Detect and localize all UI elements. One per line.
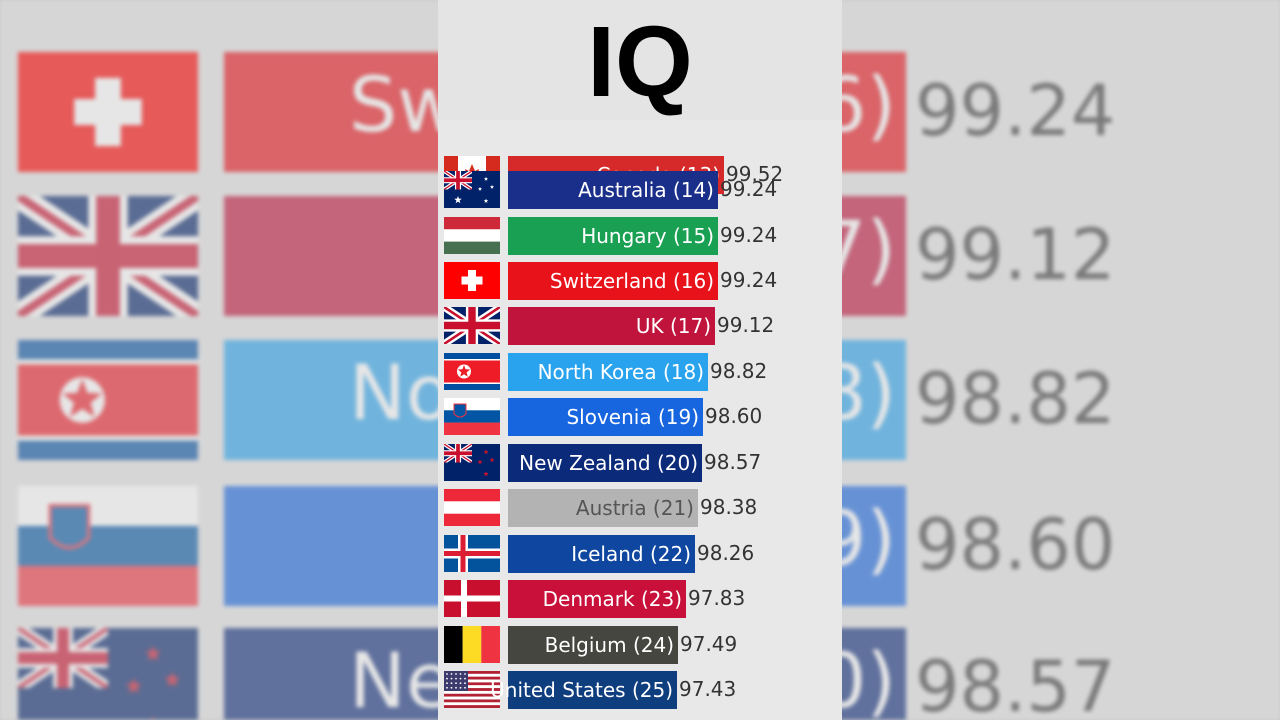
value-label: 98.60 [705,404,763,428]
bar: New Zealand (20) [508,444,702,482]
slovenia-flag-icon [444,398,500,435]
bar: United States (25) [490,671,677,709]
bar: Switzerland (16) [508,262,718,300]
bar-label: United States (25) [490,678,673,702]
bar-row: United States (25) 97.43 [438,669,842,709]
value-label: 99.52 [726,162,784,186]
value-label: 99.24 [720,223,778,247]
bar-label: UK (17) [635,314,711,338]
usa-flag-icon [444,671,500,708]
bar-row: Denmark (23) 97.83 [438,578,842,618]
bar: Denmark (23) [508,580,686,618]
value-label: 98.57 [704,450,762,474]
switzerland-flag-icon [444,262,500,299]
austria-flag-icon [444,489,500,526]
bar-label: Austria (21) [575,496,694,520]
value-label: 98.26 [697,541,755,565]
bar-label: Slovenia (19) [566,405,699,429]
bar-label: Australia (14) [578,178,714,202]
value-label: 98.82 [710,359,768,383]
bar-row: Australia (14) 99.24 [438,169,842,209]
bg-switzerland-flag-icon [18,52,198,172]
new-zealand-flag-icon [444,444,500,481]
bar: Belgium (24) [508,626,678,664]
uk-flag-icon [444,307,500,344]
bg-new-zealand-flag-icon [18,628,198,720]
bar: Hungary (15) [508,217,718,255]
bar-row: UK (17) 99.12 [438,305,842,345]
bg-value-label: 99.24 [915,70,1116,152]
bar-label: New Zealand (20) [519,451,698,475]
bar-row: Iceland (22) 98.26 [438,533,842,573]
bg-bar-label: No [349,348,453,437]
value-label: 98.38 [700,495,758,519]
value-label: 97.49 [680,632,738,656]
north-korea-flag-icon [444,353,500,390]
bg-north-korea-flag-icon [18,340,198,460]
hungary-flag-icon [444,217,500,254]
bg-value-label: 98.57 [915,646,1116,720]
bg-uk-flag-icon [18,196,198,316]
bar-label: North Korea (18) [537,360,704,384]
australia-flag-icon [444,171,500,208]
value-label: 97.43 [679,677,737,701]
bar: UK (17) [508,307,715,345]
bar-label: Hungary (15) [581,224,714,248]
ranking-panel: IQ Canada (13)99.52 Australia (14)99.24H… [438,0,842,720]
bg-value-label: 99.12 [915,214,1116,296]
value-label: 99.24 [720,177,778,201]
bar: Iceland (22) [508,535,695,573]
value-label: 99.12 [717,313,775,337]
bar-row: Belgium (24) 97.49 [438,624,842,664]
belgium-flag-icon [444,626,500,663]
bar: North Korea (18) [508,353,708,391]
bg-value-label: 98.60 [915,504,1116,586]
bar: Austria (21) [508,489,698,527]
bar-row: North Korea (18) 98.82 [438,351,842,391]
bar-label: Denmark (23) [542,587,682,611]
bar-label: Iceland (22) [571,542,691,566]
bg-slovenia-flag-icon [18,486,198,606]
iceland-flag-icon [444,535,500,572]
chart-title: IQ [438,0,842,120]
value-label: 97.83 [688,586,746,610]
bar: Australia (14) [508,171,718,209]
value-label: 99.24 [720,268,778,292]
bar-row: New Zealand (20) 98.57 [438,442,842,482]
bar-label: Switzerland (16) [549,269,714,293]
bar: Slovenia (19) [508,398,703,436]
bar-row: Hungary (15) 99.24 [438,215,842,255]
bg-value-label: 98.82 [915,358,1116,440]
bar-row: Slovenia (19) 98.60 [438,396,842,436]
bar-row: Switzerland (16) 99.24 [438,260,842,300]
denmark-flag-icon [444,580,500,617]
bar-row: Austria (21) 98.38 [438,487,842,527]
bar-label: Belgium (24) [544,633,674,657]
